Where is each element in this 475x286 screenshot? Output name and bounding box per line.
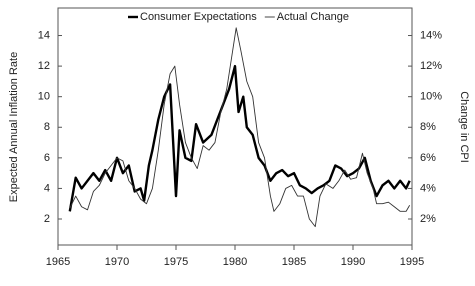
y-tick-label: 12 xyxy=(38,60,50,72)
y2-tick-label: 14% xyxy=(420,29,442,41)
y2-axis-label: Change in CPI xyxy=(458,91,470,163)
line-series xyxy=(68,64,411,212)
legend-label: Actual Change xyxy=(277,11,349,23)
x-tick-label: 1975 xyxy=(164,256,188,268)
x-tick-label: 1985 xyxy=(282,256,306,268)
x-tick-label: 1995 xyxy=(400,256,424,268)
y-tick-label: 6 xyxy=(44,152,50,164)
y-tick-label: 8 xyxy=(44,121,50,133)
line-series xyxy=(69,27,411,228)
x-tick-label: 1980 xyxy=(223,256,247,268)
y2-tick-label: 2% xyxy=(420,213,436,225)
y-axis-label: Expected Annual Inflation Rate xyxy=(8,52,20,202)
plot-frame xyxy=(57,7,413,246)
x-tick-label: 1990 xyxy=(341,256,365,268)
y-tick-label: 4 xyxy=(44,182,50,194)
y-tick-label: 10 xyxy=(38,91,50,103)
x-tick-label: 1970 xyxy=(105,256,129,268)
x-tick-label: 1965 xyxy=(46,256,70,268)
y2-tick-label: 12% xyxy=(420,60,442,72)
y2-tick-label: 8% xyxy=(420,121,436,133)
y-tick-label: 2 xyxy=(44,213,50,225)
y2-tick-label: 4% xyxy=(420,182,436,194)
y2-tick-label: 6% xyxy=(420,152,436,164)
y-tick-label: 14 xyxy=(38,29,50,41)
y2-tick-label: 10% xyxy=(420,91,442,103)
legend-label: Consumer Expectations xyxy=(140,11,257,23)
